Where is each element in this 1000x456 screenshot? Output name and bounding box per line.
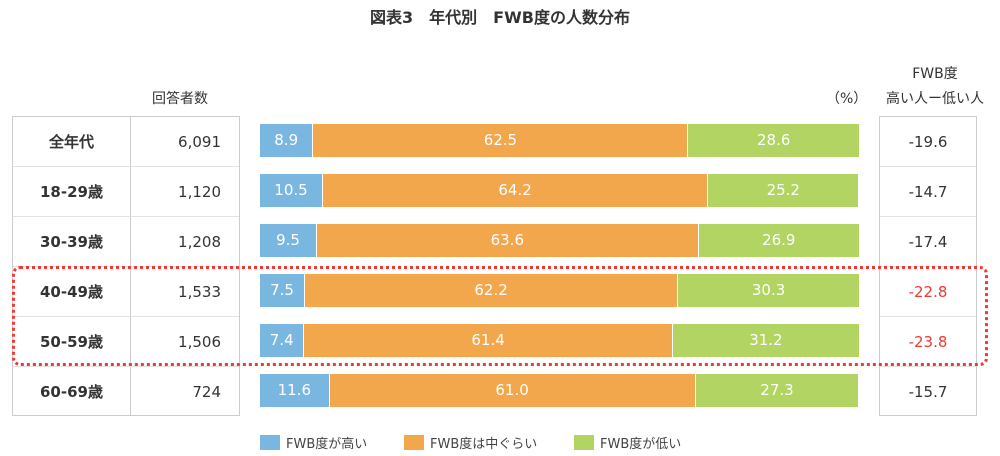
bar-segment: 62.2 bbox=[305, 274, 679, 307]
count-value: 1,120 bbox=[178, 183, 221, 201]
legend-item: FWB度が低い bbox=[574, 433, 681, 452]
legend-item: FWB度は中ぐらい bbox=[404, 433, 537, 452]
bar-segment: 63.6 bbox=[317, 224, 699, 257]
bar-segment: 7.5 bbox=[260, 274, 305, 307]
row-divider bbox=[13, 366, 239, 367]
category-label: 60-69歳 bbox=[40, 383, 103, 401]
legend-label: FWB度が低い bbox=[600, 437, 682, 452]
legend-swatch bbox=[574, 435, 594, 450]
legend-swatch bbox=[260, 435, 280, 450]
bar-segment: 31.2 bbox=[672, 324, 860, 357]
category-label: 全年代 bbox=[48, 133, 94, 151]
category-label: 50-59歳 bbox=[40, 333, 103, 351]
row-divider bbox=[880, 166, 976, 167]
category-label: 18-29歳 bbox=[40, 183, 103, 201]
bar-segment: 28.6 bbox=[688, 124, 860, 157]
bar-segment: 26.9 bbox=[698, 224, 860, 257]
legend-label: FWB度が高い bbox=[286, 437, 368, 452]
chart-title: 図表3 年代別 FWB度の人数分布 bbox=[370, 8, 630, 27]
category-label: 40-49歳 bbox=[40, 283, 103, 301]
legend-label: FWB度は中ぐらい bbox=[430, 437, 538, 452]
row-divider bbox=[13, 216, 239, 217]
bar-segment: 11.6 bbox=[260, 374, 330, 407]
bar-segment: 8.9 bbox=[260, 124, 314, 157]
count-value: 1,208 bbox=[178, 233, 221, 251]
legend-item: FWB度が高い bbox=[260, 433, 367, 452]
legend-swatch bbox=[404, 435, 424, 450]
unit-label: （%） bbox=[826, 91, 868, 107]
diff-value: -19.6 bbox=[908, 133, 948, 151]
bar-segment: 64.2 bbox=[323, 174, 709, 207]
diff-value: -15.7 bbox=[908, 383, 948, 401]
bar-segment: 9.5 bbox=[260, 224, 317, 257]
row-divider bbox=[880, 216, 976, 217]
category-label: 30-39歳 bbox=[40, 233, 103, 251]
bar-segment: 62.5 bbox=[313, 124, 689, 157]
diff-value: -23.8 bbox=[908, 333, 948, 351]
diff-header-line1: FWB度 bbox=[912, 66, 958, 82]
diff-header-line2: 高い人ー低い人 bbox=[886, 91, 984, 107]
row-divider bbox=[13, 316, 239, 317]
row-divider bbox=[880, 366, 976, 367]
bar-segment: 25.2 bbox=[708, 174, 860, 207]
bar-segment: 27.3 bbox=[695, 374, 860, 407]
bar-segment: 10.5 bbox=[260, 174, 323, 207]
count-value: 1,506 bbox=[178, 333, 221, 351]
diff-value: -17.4 bbox=[908, 233, 948, 251]
count-value: 1,533 bbox=[178, 283, 221, 301]
count-header: 回答者数 bbox=[152, 91, 208, 107]
bar-segment: 61.0 bbox=[329, 374, 696, 407]
diff-value: -22.8 bbox=[908, 283, 948, 301]
count-value: 724 bbox=[192, 383, 221, 401]
row-divider bbox=[13, 166, 239, 167]
diff-value: -14.7 bbox=[908, 183, 948, 201]
bar-segment: 30.3 bbox=[678, 274, 860, 307]
bar-segment: 7.4 bbox=[260, 324, 305, 357]
count-value: 6,091 bbox=[178, 133, 221, 151]
row-divider bbox=[880, 316, 976, 317]
bar-segment: 61.4 bbox=[304, 324, 673, 357]
highlight-box bbox=[12, 266, 988, 366]
